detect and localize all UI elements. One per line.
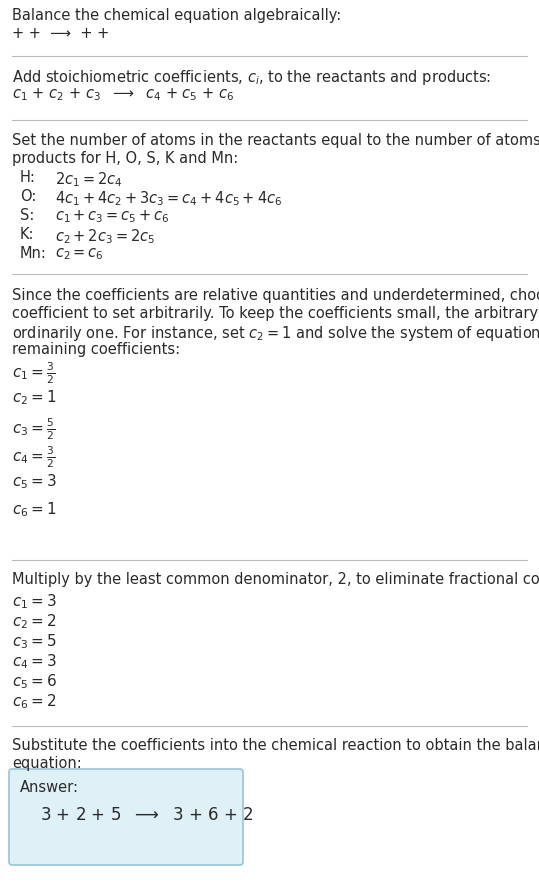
Text: Since the coefficients are relative quantities and underdetermined, choose a: Since the coefficients are relative quan… [12, 288, 539, 303]
Text: $c_3 = \frac{5}{2}$: $c_3 = \frac{5}{2}$ [12, 416, 55, 441]
Text: $c_2 + 2 c_3 = 2 c_5$: $c_2 + 2 c_3 = 2 c_5$ [55, 227, 155, 245]
Text: Balance the chemical equation algebraically:: Balance the chemical equation algebraica… [12, 8, 341, 23]
Text: $c_1 = 3$: $c_1 = 3$ [12, 592, 57, 610]
Text: $c_1$ + $c_2$ + $c_3$  $\longrightarrow$  $c_4$ + $c_5$ + $c_6$: $c_1$ + $c_2$ + $c_3$ $\longrightarrow$ … [12, 86, 234, 103]
Text: coefficient to set arbitrarily. To keep the coefficients small, the arbitrary va: coefficient to set arbitrarily. To keep … [12, 306, 539, 321]
Text: $2 c_1 = 2 c_4$: $2 c_1 = 2 c_4$ [55, 170, 122, 189]
Text: Answer:: Answer: [20, 780, 79, 795]
Text: $c_6 = 2$: $c_6 = 2$ [12, 692, 57, 711]
Text: $c_4 = \frac{3}{2}$: $c_4 = \frac{3}{2}$ [12, 444, 55, 470]
Text: O:: O: [20, 189, 36, 204]
Text: Add stoichiometric coefficients, $c_i$, to the reactants and products:: Add stoichiometric coefficients, $c_i$, … [12, 68, 491, 87]
Text: $c_5 = 3$: $c_5 = 3$ [12, 472, 57, 491]
Text: Multiply by the least common denominator, 2, to eliminate fractional coefficient: Multiply by the least common denominator… [12, 572, 539, 587]
Text: $c_2 = 1$: $c_2 = 1$ [12, 388, 57, 407]
Text: $c_4 = 3$: $c_4 = 3$ [12, 652, 57, 671]
FancyBboxPatch shape [9, 769, 243, 865]
Text: remaining coefficients:: remaining coefficients: [12, 342, 180, 357]
Text: $c_6 = 1$: $c_6 = 1$ [12, 500, 57, 518]
Text: $3$ + $2$ + $5$  $\longrightarrow$  $3$ + $6$ + $2$: $3$ + $2$ + $5$ $\longrightarrow$ $3$ + … [40, 806, 253, 824]
Text: Mn:: Mn: [20, 246, 47, 261]
Text: $c_3 = 5$: $c_3 = 5$ [12, 632, 57, 650]
Text: S:: S: [20, 208, 34, 223]
Text: + +  ⟶  + +: + + ⟶ + + [12, 26, 109, 41]
Text: $c_2 = c_6$: $c_2 = c_6$ [55, 246, 104, 261]
Text: equation:: equation: [12, 756, 82, 771]
Text: $c_1 = \frac{3}{2}$: $c_1 = \frac{3}{2}$ [12, 360, 55, 385]
Text: ordinarily one. For instance, set $c_2 = 1$ and solve the system of equations fo: ordinarily one. For instance, set $c_2 =… [12, 324, 539, 343]
Text: H:: H: [20, 170, 36, 185]
Text: Substitute the coefficients into the chemical reaction to obtain the balanced: Substitute the coefficients into the che… [12, 738, 539, 753]
Text: products for H, O, S, K and Mn:: products for H, O, S, K and Mn: [12, 151, 238, 166]
Text: $4 c_1 + 4 c_2 + 3 c_3 = c_4 + 4 c_5 + 4 c_6$: $4 c_1 + 4 c_2 + 3 c_3 = c_4 + 4 c_5 + 4… [55, 189, 282, 207]
Text: K:: K: [20, 227, 34, 242]
Text: $c_5 = 6$: $c_5 = 6$ [12, 672, 57, 691]
Text: Set the number of atoms in the reactants equal to the number of atoms in the: Set the number of atoms in the reactants… [12, 133, 539, 148]
Text: $c_1 + c_3 = c_5 + c_6$: $c_1 + c_3 = c_5 + c_6$ [55, 208, 170, 225]
Text: $c_2 = 2$: $c_2 = 2$ [12, 612, 57, 631]
